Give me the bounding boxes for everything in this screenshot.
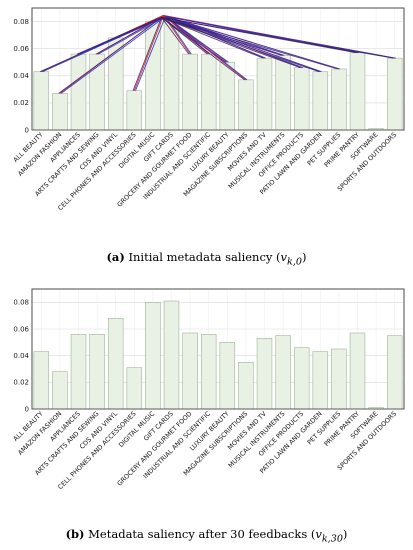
bar xyxy=(331,348,347,410)
plot-border xyxy=(31,7,405,131)
saliency-arrow xyxy=(133,15,164,91)
caption-b: (b) Metadata saliency after 30 feedbacks… xyxy=(65,527,348,545)
bar xyxy=(145,21,161,131)
bar xyxy=(312,71,329,131)
y-tick-label: 0.04 xyxy=(13,352,29,360)
saliency-arrow xyxy=(165,16,322,73)
bar xyxy=(312,351,329,410)
y-tick-label: 0.08 xyxy=(13,18,29,26)
y-tick-label: 0 xyxy=(25,126,29,134)
bar xyxy=(182,332,198,410)
bar xyxy=(70,53,87,131)
bar xyxy=(107,318,124,410)
bar xyxy=(200,53,217,131)
saliency-arrow xyxy=(161,17,320,73)
bar xyxy=(275,55,291,131)
bar xyxy=(33,71,50,131)
saliency-arrow xyxy=(132,17,162,91)
bar xyxy=(52,93,68,131)
bar xyxy=(386,57,403,131)
bar xyxy=(331,68,347,131)
bar xyxy=(349,332,366,410)
bar xyxy=(219,342,236,410)
bar xyxy=(238,79,254,131)
bar xyxy=(182,53,198,131)
bar xyxy=(275,335,291,410)
saliency-arrow xyxy=(161,17,394,59)
bar xyxy=(126,90,143,131)
y-tick-label: 0.02 xyxy=(13,379,29,387)
bar xyxy=(200,334,217,410)
bar xyxy=(349,52,366,131)
saliency-arrow xyxy=(161,17,264,59)
bar xyxy=(145,302,161,410)
saliency-arrow xyxy=(60,16,166,94)
bar xyxy=(52,371,68,410)
bar xyxy=(256,338,273,410)
bar xyxy=(293,347,310,410)
saliency-arrow xyxy=(58,17,162,94)
bar xyxy=(293,67,310,131)
saliency-arrow xyxy=(95,17,162,55)
saliency-arrow xyxy=(98,16,166,55)
saliency-arrow xyxy=(151,17,162,22)
bar xyxy=(386,335,403,410)
saliency-arrow xyxy=(165,16,248,81)
bar xyxy=(33,351,50,410)
y-tick-label: 0.06 xyxy=(13,45,29,53)
saliency-arrow xyxy=(161,17,245,81)
y-tick-label: 0.04 xyxy=(13,72,29,80)
bar xyxy=(219,61,236,131)
bar xyxy=(70,334,87,410)
bar xyxy=(163,19,180,131)
bar xyxy=(126,367,143,410)
bar xyxy=(89,334,105,410)
y-tick-label: 0.08 xyxy=(13,299,29,307)
figure-a: 0 0.02 0.04 0.06 0.08 ALL BEAUTY AMAZON FASHIO… xyxy=(0,0,413,248)
bar xyxy=(163,300,180,410)
saliency-arrow xyxy=(165,16,341,70)
y-tick-label: 0.02 xyxy=(13,99,29,107)
y-tick-label: 0 xyxy=(25,405,29,413)
plot-frame xyxy=(31,288,405,410)
bar xyxy=(256,57,273,131)
saliency-arrow xyxy=(135,16,166,91)
saliency-arrow xyxy=(153,16,166,22)
caption-a: (a) Initial metadata saliency (vk,0) xyxy=(106,250,307,268)
figure-b: 0 0.02 0.04 0.06 0.08 ALL BEAUTY AMAZON FASHIO… xyxy=(0,283,413,523)
saliency-arrow xyxy=(161,17,190,55)
plot-border xyxy=(31,288,405,410)
saliency-arrow xyxy=(165,16,396,59)
y-tick-label: 0.06 xyxy=(13,325,29,333)
bar xyxy=(238,362,254,410)
saliency-arrow xyxy=(163,15,247,81)
saliency-arrow xyxy=(161,17,338,70)
